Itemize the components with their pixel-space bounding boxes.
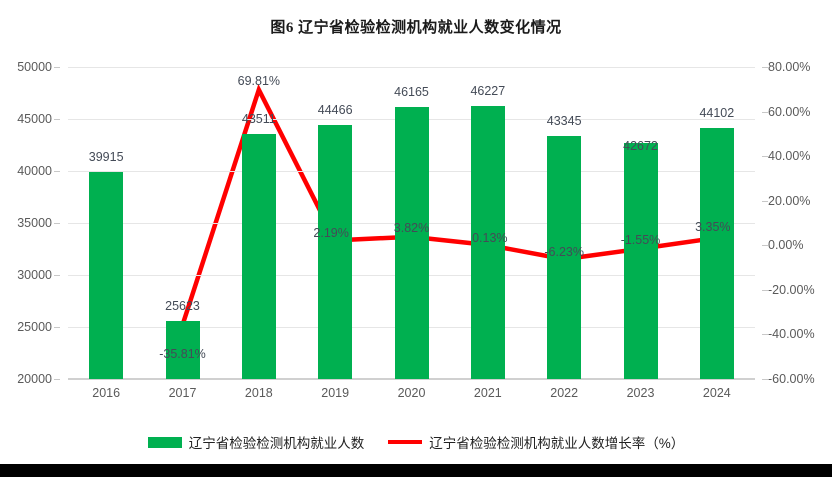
legend-bar-swatch-icon [147,436,182,448]
chart-card: 图6 辽宁省检验检测机构就业人数变化情况 20000 25000 30000 3500… [0,0,832,464]
y-axis-left-tick: 20000 [17,372,52,386]
y-axis-left-tick: 50000 [17,60,52,74]
legend-line-swatch-icon [388,440,423,444]
y-axis-right-tick: -40.00% [768,327,815,342]
y-axis-right-tick-mark [762,156,768,158]
y-axis-left-tick: 25000 [17,320,52,334]
bar[interactable] [470,106,505,379]
y-axis-left-tick-mark [54,119,60,120]
y-axis-right-tick-mark [762,379,768,380]
y-axis-right-tick: -60.00% [768,372,815,386]
y-axis-right-tick-mark [762,245,768,247]
x-axis-tick: 2022 [550,386,579,400]
x-axis: 2016 2017 2018 2019 2020 2021 2022 2023 2024 [68,383,755,409]
bar[interactable] [89,171,124,379]
x-axis-tick: 2023 [626,386,655,400]
x-axis-tick: 2024 [702,386,731,400]
bar-value-label: 44102 [699,106,735,121]
y-axis-left-tick: 30000 [17,268,52,282]
x-axis-tick: 2016 [92,386,121,400]
bar[interactable] [394,106,429,379]
y-axis-right-tick-mark [762,111,768,113]
gridline [68,378,755,380]
bar-value-label: 43345 [546,114,582,129]
bar[interactable] [165,320,200,379]
y-axis-right-tick-mark [762,200,768,202]
bar-value-label: 25623 [165,298,200,313]
y-axis-right-tick-mark [762,289,768,291]
bar[interactable] [318,124,353,379]
bar[interactable] [547,136,582,379]
y-axis-right-tick: -20.00% [768,282,815,297]
y-axis-right: -60.00% -40.00% -20.00% 0.00% 20.00% 40.00% 60… [762,60,832,386]
bar[interactable] [623,143,658,379]
legend-item-label: 辽宁省检验检测机构就业人数增长率（%） [429,436,685,451]
y-axis-right-tick: 60.00% [768,104,811,119]
x-axis-tick: 2018 [244,386,273,400]
y-axis-right-tick: 0.00% [768,238,804,253]
legend-item-label: 辽宁省检验检测机构就业人数 [188,436,365,451]
y-axis-right-tick-mark [762,334,768,336]
bar-value-label: 46227 [470,84,506,99]
y-axis-right-tick: 20.00% [768,193,811,208]
y-axis-right-tick: 80.00% [768,60,811,74]
y-axis-right-tick: 40.00% [768,149,811,164]
y-axis-left-tick: 45000 [17,112,52,126]
growth-rate-label: 3.35% [695,219,731,234]
gridline [68,67,755,68]
y-axis-right-tick-mark [762,67,768,68]
bar[interactable] [699,128,734,379]
y-axis-left-tick-mark [54,223,60,224]
y-axis-left-tick-mark [54,327,60,328]
bar-value-label: 46165 [394,84,429,99]
y-axis-left: 20000 25000 30000 35000 40000 45000 50000 [0,60,60,386]
chart-title: 图6 辽宁省检验检测机构就业人数变化情况 [270,20,562,36]
x-axis-tick: 2017 [168,386,197,400]
legend-item[interactable]: 辽宁省检验检测机构就业人数增长率（%） [388,432,684,452]
y-axis-left-tick-mark [54,379,60,380]
x-axis-tick: 2019 [321,386,350,400]
y-axis-left-tick-mark [54,67,60,68]
growth-rate-label: 0.13% [472,230,508,245]
growth-rate-label: 69.81% [237,73,281,88]
y-axis-left-tick-mark [54,275,60,276]
x-axis-tick: 2020 [397,386,426,400]
bar-value-label: 39915 [88,149,124,164]
growth-rate-label: 2.19% [313,226,349,241]
x-axis-tick: 2021 [473,386,502,400]
y-axis-left-tick: 40000 [17,164,52,178]
bar-value-label: 43511 [241,112,276,127]
growth-rate-label: -6.23% [544,245,584,260]
bar[interactable] [241,134,276,379]
bar-value-label: 44466 [317,102,353,117]
growth-rate-label: -1.55% [620,232,661,247]
bottom-band [0,464,832,477]
growth-rate-label: -35.81% [159,347,206,362]
y-axis-left-tick-mark [54,171,60,172]
chart-legend: 辽宁省检验检测机构就业人数 辽宁省检验检测机构就业人数增长率（%） [0,432,832,452]
y-axis-left-tick: 35000 [17,216,52,230]
growth-rate-label: 3.82% [393,220,430,235]
legend-item[interactable]: 辽宁省检验检测机构就业人数 [147,432,365,452]
bar-value-label: 42672 [623,139,658,154]
plot-area: 39915 25623 43511 44466 46165 46227 43345 42672… [68,67,755,380]
